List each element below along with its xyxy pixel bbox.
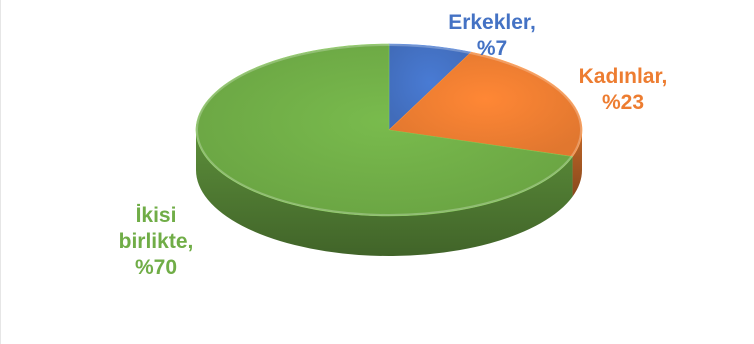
pie-slice-1: [388, 51, 583, 157]
pie-slice-2: [195, 43, 574, 217]
pie-slices: [195, 43, 583, 217]
pie-side-1: [572, 130, 582, 197]
data-label-erkekler: Erkekler, %7: [448, 11, 536, 60]
pie-side-2: [196, 130, 573, 256]
pie-side-walls: [196, 130, 582, 256]
pie-rim-highlight: [196, 44, 582, 216]
data-label-ikisi-birlikte: İkisi birlikte, %70: [118, 204, 194, 279]
data-label-kadinlar: Kadınlar, %23: [578, 65, 668, 114]
